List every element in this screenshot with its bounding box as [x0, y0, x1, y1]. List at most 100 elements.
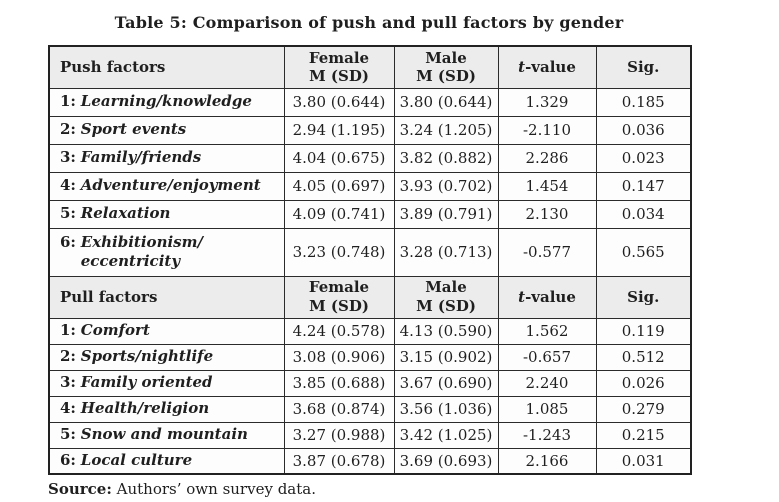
- sig-value-cell: 0.279: [595, 395, 692, 423]
- male-value-cell: 3.24 (1.205): [393, 115, 499, 145]
- factor-name: Adventure/enjoyment: [80, 176, 261, 195]
- t-value-cell: 1.329: [497, 87, 597, 117]
- female-header-line2: M (SD): [309, 297, 369, 315]
- factor-cell: 1: Comfort: [48, 317, 285, 345]
- factor-cell: 6: Local culture: [48, 447, 285, 475]
- factor-name: Snow and mountain: [80, 425, 248, 444]
- factor-number: 3:: [60, 148, 76, 167]
- factor-cell: 4: Adventure/enjoyment: [48, 171, 285, 201]
- source-note: Source: Authors’ own survey data.: [48, 480, 779, 498]
- t-value-header-rest: -value: [525, 57, 576, 76]
- factor-name: Family oriented: [80, 373, 213, 392]
- factor-name: Health/religion: [80, 399, 210, 418]
- factor-name: Learning/knowledge: [80, 92, 252, 111]
- factor-number: 1:: [60, 92, 76, 111]
- t-value-cell: -0.577: [497, 227, 597, 277]
- t-value-cell: 1.085: [497, 395, 597, 423]
- female-value-cell: 3.87 (0.678): [283, 447, 395, 475]
- factor-number: 4:: [60, 399, 76, 418]
- male-value-cell: 3.80 (0.644): [393, 87, 499, 117]
- table-row-pull-4: 4: Health/religion 3.68 (0.874) 3.56 (1.…: [48, 395, 692, 423]
- table-wrapper: Push factors Female M (SD) Male M (SD) t-v…: [48, 45, 692, 475]
- t-value-cell: -0.657: [497, 343, 597, 371]
- table-row-pull-6: 6: Local culture 3.87 (0.678) 3.69 (0.69…: [48, 447, 692, 475]
- factor-cell: 2: Sports/nightlife: [48, 343, 285, 371]
- female-header-line1: Female: [308, 278, 370, 297]
- male-value-cell: 3.28 (0.713): [393, 227, 499, 277]
- female-column-header: Female M (SD): [283, 45, 395, 89]
- factor-number: 5:: [60, 425, 76, 444]
- sig-column-header: Sig.: [595, 45, 692, 89]
- sig-column-header: Sig.: [595, 275, 692, 319]
- t-value-cell: 2.286: [497, 143, 597, 173]
- t-value-cell: 1.562: [497, 317, 597, 345]
- sig-value-cell: 0.034: [595, 199, 692, 229]
- male-value-cell: 3.93 (0.702): [393, 171, 499, 201]
- t-value-header-t: t: [518, 57, 526, 76]
- male-value-cell: 3.67 (0.690): [393, 369, 499, 397]
- female-value-cell: 3.27 (0.988): [283, 421, 395, 449]
- male-value-cell: 3.42 (1.025): [393, 421, 499, 449]
- sig-value-cell: 0.215: [595, 421, 692, 449]
- t-value-cell: -2.110: [497, 115, 597, 145]
- t-value-column-header: t-value: [497, 275, 597, 319]
- factor-name: Sports/nightlife: [80, 347, 214, 366]
- pull-header-row: Pull factors Female M (SD) Male M (SD) t-v…: [48, 275, 692, 319]
- male-value-cell: 3.82 (0.882): [393, 143, 499, 173]
- t-value-column-header: t-value: [497, 45, 597, 89]
- female-value-cell: 3.68 (0.874): [283, 395, 395, 423]
- factor-name: Local culture: [80, 451, 193, 469]
- t-value-cell: 2.240: [497, 369, 597, 397]
- female-column-header: Female M (SD): [283, 275, 395, 319]
- t-value-cell: 1.454: [497, 171, 597, 201]
- sig-value-cell: 0.026: [595, 369, 692, 397]
- t-value-cell: 2.130: [497, 199, 597, 229]
- table-row-push-1: 1: Learning/knowledge 3.80 (0.644) 3.80 …: [48, 87, 692, 117]
- factor-cell: 5: Snow and mountain: [48, 421, 285, 449]
- pull-factors-header: Pull factors: [48, 275, 285, 319]
- factor-cell: 5: Relaxation: [48, 199, 285, 229]
- sig-value-cell: 0.147: [595, 171, 692, 201]
- source-label: Source:: [48, 480, 112, 498]
- t-value-header-rest: -value: [525, 287, 576, 306]
- male-column-header: Male M (SD): [393, 45, 499, 89]
- table-row-pull-1: 1: Comfort 4.24 (0.578) 4.13 (0.590) 1.5…: [48, 317, 692, 345]
- female-value-cell: 4.24 (0.578): [283, 317, 395, 345]
- table-title: Table 5: Comparison of push and pull fac…: [114, 13, 624, 32]
- source-text: Authors’ own survey data.: [116, 480, 316, 498]
- female-value-cell: 3.80 (0.644): [283, 87, 395, 117]
- factor-number: 4:: [60, 176, 76, 195]
- sig-value-cell: 0.565: [595, 227, 692, 277]
- sig-value-cell: 0.512: [595, 343, 692, 371]
- female-value-cell: 4.09 (0.741): [283, 199, 395, 229]
- factor-number: 2:: [60, 120, 76, 139]
- male-value-cell: 3.89 (0.791): [393, 199, 499, 229]
- table-row-push-6: 6: Exhibitionism/ eccentricity 3.23 (0.7…: [48, 227, 692, 277]
- table-row-push-2: 2: Sport events 2.94 (1.195) 3.24 (1.205…: [48, 115, 692, 145]
- male-value-cell: 3.15 (0.902): [393, 343, 499, 371]
- factor-cell: 4: Health/religion: [48, 395, 285, 423]
- factors-table: Push factors Female M (SD) Male M (SD) t-v…: [48, 45, 692, 475]
- factor-number: 6:: [60, 232, 76, 251]
- male-value-cell: 3.56 (1.036): [393, 395, 499, 423]
- factor-cell: 2: Sport events: [48, 115, 285, 145]
- female-value-cell: 2.94 (1.195): [283, 115, 395, 145]
- table-row-pull-5: 5: Snow and mountain 3.27 (0.988) 3.42 (…: [48, 421, 692, 449]
- female-value-cell: 3.85 (0.688): [283, 369, 395, 397]
- female-value-cell: 4.04 (0.675): [283, 143, 395, 173]
- factor-number: 3:: [60, 373, 76, 392]
- factor-name: Relaxation: [80, 204, 171, 223]
- female-value-cell: 3.23 (0.748): [283, 227, 395, 277]
- factor-number: 2:: [60, 347, 76, 366]
- table-row-push-3: 3: Family/friends 4.04 (0.675) 3.82 (0.8…: [48, 143, 692, 173]
- t-value-header-t: t: [518, 287, 526, 306]
- male-header-line2: M (SD): [416, 297, 476, 315]
- factor-cell: 6: Exhibitionism/ eccentricity: [48, 227, 285, 277]
- factor-cell: 1: Learning/knowledge: [48, 87, 285, 117]
- table-row-push-4: 4: Adventure/enjoyment 4.05 (0.697) 3.93…: [48, 171, 692, 201]
- female-header-line2: M (SD): [309, 67, 369, 86]
- factor-name: Exhibitionism/ eccentricity: [80, 232, 203, 271]
- sig-value-cell: 0.023: [595, 143, 692, 173]
- factor-name: Sport events: [80, 120, 187, 139]
- female-value-cell: 3.08 (0.906): [283, 343, 395, 371]
